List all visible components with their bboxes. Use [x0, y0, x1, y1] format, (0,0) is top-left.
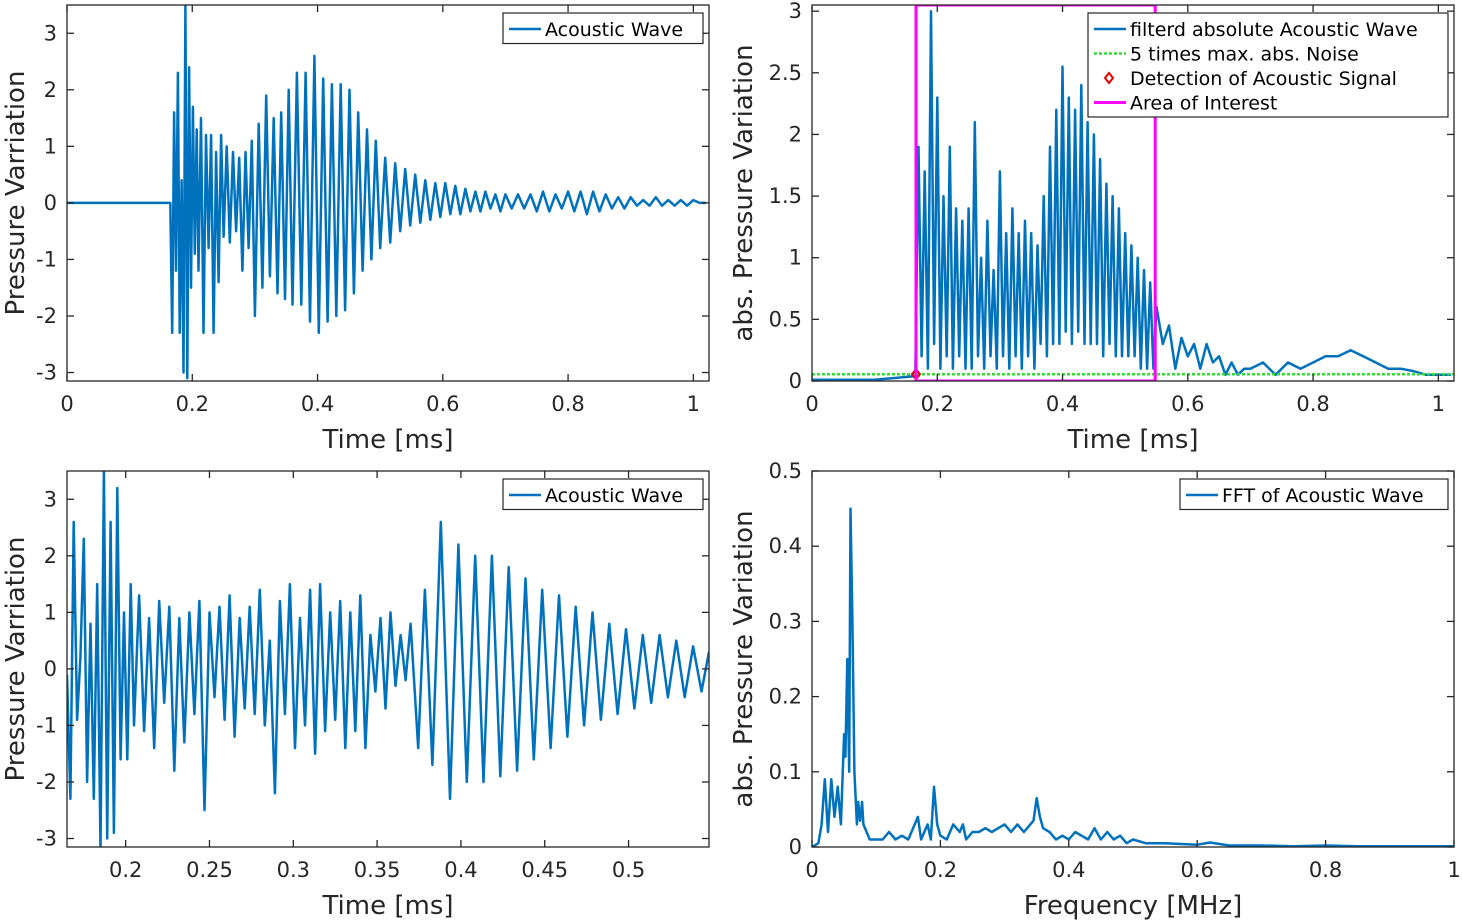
x-tick-label: 0.4: [1046, 392, 1079, 416]
y-tick-label: 3: [44, 487, 57, 511]
x-tick-label: 0.25: [186, 858, 233, 882]
x-tick-label: 1: [687, 392, 700, 416]
y-tick-label: 3: [789, 0, 802, 23]
x-tick-label: 0.2: [921, 392, 954, 416]
axes-frame: [811, 4, 1455, 382]
chart-panel-top-right: 0 0.2 0.4 0.6 0.8 1 0 0.5 1 1.5 2 2.5 3 Time [ms] abs.…: [729, 0, 1455, 455]
chart-panel-top-left: 0 0.2 0.4 0.6 0.8 1 -3 -2 -1 0 1 2 3 Time [ms] Pressur…: [1, 4, 710, 455]
x-axis-label: Frequency [MHz]: [1024, 891, 1243, 921]
series-line-area-of-interest: [914, 5, 1157, 381]
x-tick-label: 0.8: [1296, 392, 1329, 416]
y-tick-label: -1: [36, 247, 57, 271]
y-tick-label: 2: [44, 78, 57, 102]
x-tick-label: 0.3: [277, 858, 310, 882]
y-tick-label: 2: [789, 122, 802, 146]
y-axis-label: abs. Pressure Variation: [729, 510, 759, 807]
legend-label: FFT of Acoustic Wave: [1222, 485, 1424, 507]
legend-box: [1087, 12, 1449, 118]
x-tick-label: 0: [805, 392, 818, 416]
y-tick-label: 2: [44, 544, 57, 568]
x-axis-label: Time [ms]: [321, 891, 453, 921]
series-line-acoustic-wave: [67, 5, 706, 380]
y-tick-label: 0: [44, 191, 57, 215]
x-tick-label: 0.6: [1180, 858, 1213, 882]
x-tick-label: 0: [805, 858, 818, 882]
axes-frame: [66, 470, 710, 848]
y-tick-label: 1: [44, 600, 57, 624]
y-axis-label: Pressure Varriation: [1, 537, 31, 782]
y-axis-label: abs. Pressure Variation: [729, 44, 759, 341]
x-tick-label: 0.2: [924, 858, 957, 882]
legend-label: Detection of Acoustic Signal: [1130, 68, 1397, 90]
legend: FFT of Acoustic Wave: [1179, 478, 1449, 511]
y-tick-label: -3: [36, 361, 57, 385]
y-tick-label: 3: [44, 21, 57, 45]
legend-label: 5 times max. abs. Noise: [1130, 44, 1359, 66]
axes-frame: [66, 4, 710, 382]
axes-frame: [811, 470, 1455, 848]
legend: filterd absolute Acoustic Wave 5 times ma…: [1087, 12, 1449, 118]
chart-panel-bottom-left: 0.2 0.25 0.3 0.35 0.4 0.45 0.5 -3 -2 -1 0 1 2 3 Time […: [1, 470, 710, 921]
legend-label: Acoustic Wave: [545, 485, 683, 507]
x-tick-label: 0.45: [521, 858, 568, 882]
legend-label: Acoustic Wave: [545, 19, 683, 41]
series-line-filterd-absolute-acoustic-wave: [812, 9, 1451, 381]
x-tick-label: 0: [60, 392, 73, 416]
legend: Acoustic Wave: [502, 12, 704, 45]
y-tick-label: 2.5: [769, 61, 802, 85]
legend: Acoustic Wave: [502, 478, 704, 511]
series-line-acoustic-wave: [67, 471, 709, 847]
x-tick-label: 1: [1432, 392, 1445, 416]
series-line-fft-of-acoustic-wave: [812, 507, 1454, 847]
y-tick-label: 0.2: [769, 685, 802, 709]
x-tick-label: 0.2: [176, 392, 209, 416]
y-tick-label: 1: [44, 134, 57, 158]
y-axis-label: Pressure Varriation: [1, 71, 31, 316]
x-tick-label: 0.5: [612, 858, 645, 882]
x-tick-label: 0.4: [1052, 858, 1085, 882]
x-tick-label: 0.35: [354, 858, 401, 882]
x-tick-label: 0.8: [1309, 858, 1342, 882]
y-tick-label: -1: [36, 713, 57, 737]
x-axis-label: Time [ms]: [1066, 425, 1198, 455]
plot-area: [812, 5, 1454, 381]
y-tick-label: 0: [789, 835, 802, 859]
x-tick-label: 0.8: [551, 392, 584, 416]
y-tick-label: 0.5: [769, 459, 802, 483]
x-axis-label: Time [ms]: [321, 425, 453, 455]
y-tick-label: 0.5: [769, 307, 802, 331]
x-tick-label: 0.4: [444, 858, 477, 882]
x-tick-label: 0.2: [109, 858, 142, 882]
x-tick-label: 0.6: [1171, 392, 1204, 416]
y-tick-label: -2: [36, 770, 57, 794]
y-tick-label: 0.1: [769, 760, 802, 784]
plot-area: [812, 507, 1454, 847]
y-tick-label: -3: [36, 827, 57, 851]
chart-panel-bottom-right: 0 0.2 0.4 0.6 0.8 1 0 0.1 0.2 0.3 0.4 0.5 Frequency …: [729, 459, 1461, 921]
legend-marker-detection-of-acoustic-signal: [1103, 71, 1115, 85]
legend-label: Area of Interest: [1130, 93, 1277, 115]
legend-label: filterd absolute Acoustic Wave: [1130, 19, 1418, 41]
y-tick-label: 1.5: [769, 184, 802, 208]
y-tick-label: 0.3: [769, 609, 802, 633]
legend-box: [502, 12, 704, 45]
x-tick-label: 1: [1447, 858, 1460, 882]
plot-area: [67, 471, 709, 847]
y-tick-label: -2: [36, 304, 57, 328]
y-tick-label: 0.4: [769, 534, 802, 558]
y-tick-label: 0: [789, 369, 802, 393]
y-tick-label: 1: [789, 246, 802, 270]
plot-area: [67, 5, 706, 380]
x-tick-label: 0.4: [301, 392, 334, 416]
x-tick-label: 0.6: [426, 392, 459, 416]
y-tick-label: 0: [44, 657, 57, 681]
legend-box: [1179, 478, 1449, 511]
